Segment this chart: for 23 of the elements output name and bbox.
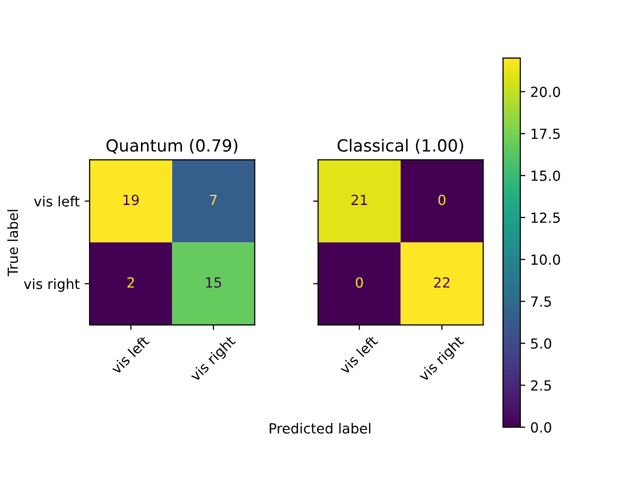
color-bar-label: 2.5 — [531, 380, 551, 391]
x-tick-label: vis left — [338, 334, 378, 375]
data-label: 21 — [352, 194, 367, 205]
color-bar-label: 10.0 — [532, 254, 560, 265]
data-label: 19 — [124, 194, 139, 206]
x-axis-title: Predicted label — [270, 422, 370, 434]
color-bar-label: 5.0 — [531, 338, 552, 349]
color-bar-label: 0.0 — [530, 422, 552, 433]
color-bar-label: 7.5 — [531, 296, 551, 307]
data-label: 15 — [206, 277, 222, 288]
chart-title: Quantum (0.79) — [106, 138, 238, 154]
data-label: 0 — [356, 277, 363, 288]
data-label: 22 — [434, 277, 450, 288]
data-label: 7 — [210, 194, 217, 205]
color-bar-label: 17.5 — [532, 128, 560, 140]
data-label: 2 — [127, 277, 134, 288]
color-bar-label: 12.5 — [532, 212, 560, 223]
color-bar-label: 15.0 — [532, 170, 560, 181]
chart-title: Classical (1.00) — [338, 138, 464, 154]
data-label: 0 — [438, 194, 446, 206]
y-axis-title: True label — [7, 210, 18, 276]
color-bar-label: 20.0 — [531, 86, 560, 98]
x-tick-label: vis left — [110, 334, 150, 375]
